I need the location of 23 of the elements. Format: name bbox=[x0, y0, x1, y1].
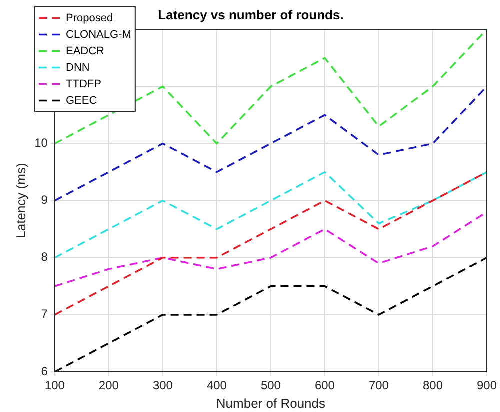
x-tick-label: 500 bbox=[260, 378, 282, 393]
y-tick-label: 7 bbox=[41, 307, 48, 322]
legend-label: CLONALG-M bbox=[66, 28, 132, 41]
x-axis-title: Number of Rounds bbox=[216, 396, 326, 411]
y-axis-title: Latency (ms) bbox=[13, 163, 28, 238]
y-tick-label: 9 bbox=[41, 193, 48, 208]
x-tick-label: 400 bbox=[206, 378, 228, 393]
legend-label: EADCR bbox=[66, 45, 105, 58]
y-tick-label: 10 bbox=[34, 136, 48, 150]
legend-label: DNN bbox=[66, 62, 90, 74]
legend-label: Proposed bbox=[66, 12, 114, 24]
x-tick-label: 900 bbox=[476, 378, 498, 393]
x-tick-label: 300 bbox=[152, 378, 174, 393]
x-tick-label: 800 bbox=[422, 378, 444, 393]
x-tick-label: 700 bbox=[368, 378, 390, 393]
y-tick-label: 8 bbox=[41, 250, 48, 264]
x-tick-label: 200 bbox=[98, 378, 120, 393]
y-tick-label: 6 bbox=[41, 364, 48, 378]
legend-label: GEEC bbox=[66, 94, 98, 107]
x-tick-label: 100 bbox=[44, 378, 66, 393]
legend-label: TTDFP bbox=[66, 78, 102, 90]
chart-title: Latency vs number of rounds. bbox=[158, 7, 344, 22]
x-tick-label: 600 bbox=[314, 378, 336, 393]
